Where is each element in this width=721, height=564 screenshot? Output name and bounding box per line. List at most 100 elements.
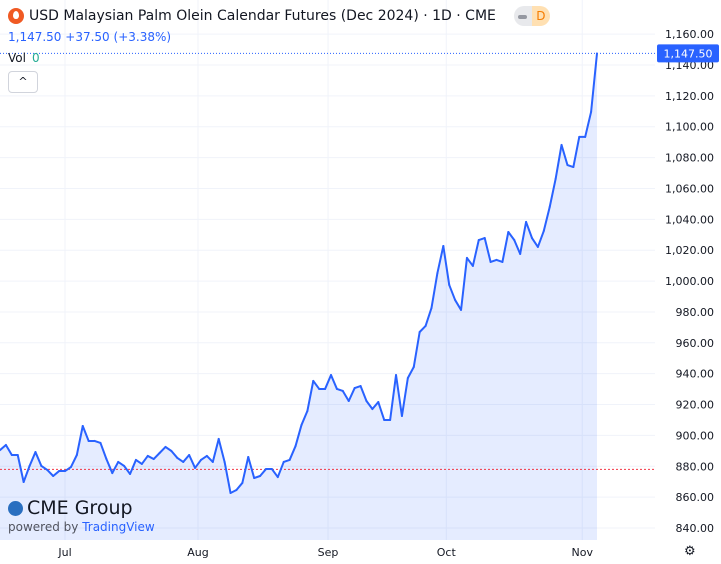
series-segment — [4, 443, 13, 457]
series-segment — [530, 237, 539, 248]
volume-label: Vol — [8, 51, 26, 65]
series-segment — [477, 237, 486, 242]
series-segment — [395, 374, 403, 417]
series-segment — [229, 489, 238, 494]
change: +37.50 — [65, 30, 110, 44]
series-segment — [519, 220, 528, 255]
y-tick-label: 1,000.00 — [665, 275, 714, 288]
series-segment — [548, 177, 557, 208]
chart-legend-title: USD Malaysian Palm Olein Calendar Future… — [8, 6, 550, 26]
series-segment — [513, 239, 522, 255]
series-segment — [176, 456, 185, 463]
series-segment — [454, 299, 463, 311]
y-tick-label: 840.00 — [676, 522, 715, 535]
y-tick-label: 920.00 — [676, 399, 715, 412]
series-segment — [501, 230, 510, 263]
series-segment — [170, 449, 179, 459]
toggle-icon — [513, 6, 532, 26]
y-tick-label: 860.00 — [676, 491, 715, 504]
series-segment — [140, 454, 149, 465]
series-segment — [448, 283, 457, 302]
series-segment — [194, 458, 202, 469]
series-segment — [235, 481, 244, 492]
series-segment — [253, 474, 262, 479]
series-segment — [146, 454, 155, 461]
series-segment — [34, 451, 43, 467]
series-segment — [542, 205, 551, 232]
series-segment — [28, 451, 37, 467]
series-segment — [489, 258, 498, 263]
series-segment — [81, 424, 90, 442]
series-segment — [389, 374, 398, 421]
series-segment — [584, 110, 593, 138]
change-percent: (+3.38%) — [113, 30, 172, 44]
area-fill — [0, 53, 597, 541]
series-segment — [188, 454, 197, 469]
series-segment — [205, 454, 214, 463]
series-segment — [365, 399, 374, 411]
series-segment — [525, 220, 533, 240]
series-segment — [465, 256, 474, 267]
collapse-legend-button[interactable]: ^ — [8, 71, 38, 93]
series-segment — [93, 439, 102, 444]
series-segment — [152, 451, 161, 461]
y-tick-label: 960.00 — [676, 337, 715, 350]
x-tick-label: Oct — [437, 546, 457, 559]
series-segment — [324, 374, 333, 390]
cme-group-logo[interactable]: CME Group — [8, 497, 133, 519]
powered-by[interactable]: powered by TradingView — [8, 520, 155, 534]
series-segment — [270, 468, 279, 479]
globe-icon — [8, 500, 23, 516]
y-tick-label: 940.00 — [676, 368, 715, 381]
series-segment — [353, 385, 362, 390]
series-segment — [412, 331, 421, 369]
series-segment — [371, 401, 380, 411]
tradingview-link[interactable]: TradingView — [82, 520, 155, 534]
y-tick-label: 1,040.00 — [665, 213, 714, 226]
series-segment — [217, 437, 226, 463]
series-segment — [341, 389, 350, 402]
series-segment — [495, 258, 504, 263]
series-segment — [211, 437, 220, 463]
series-segment — [111, 460, 120, 475]
series-segment — [75, 424, 84, 457]
series-segment — [223, 460, 232, 494]
y-tick-label: 880.00 — [676, 460, 715, 473]
series-segment — [483, 237, 492, 263]
series-segment — [430, 272, 439, 309]
volume-value: 0 — [31, 51, 40, 65]
series-segment — [554, 143, 563, 180]
series-segment — [199, 454, 208, 461]
series-segment — [335, 387, 344, 392]
x-tick-label: Sep — [318, 546, 339, 559]
series-segment — [442, 245, 451, 286]
series-segment — [259, 468, 267, 477]
settings-icon[interactable]: ⚙ — [684, 544, 696, 559]
series-segment — [117, 460, 126, 467]
symbol-title[interactable]: USD Malaysian Palm Olein Calendar Future… — [29, 8, 496, 24]
series-segment — [99, 441, 108, 461]
y-tick-label: 1,060.00 — [665, 182, 714, 195]
market-status-badge[interactable]: D — [513, 6, 550, 26]
series-segment — [359, 385, 368, 402]
volume-legend: Vol 0 — [8, 51, 40, 65]
series-segment — [572, 135, 581, 169]
series-segment — [46, 468, 55, 477]
series-segment — [105, 458, 114, 475]
series-segment — [52, 470, 61, 477]
series-segment — [288, 445, 297, 461]
series-segment — [276, 460, 285, 479]
series-segment — [282, 458, 291, 463]
y-tick-label: 980.00 — [676, 306, 715, 319]
logo-text: CME Group — [27, 497, 133, 519]
series-segment — [182, 454, 191, 463]
x-tick-label: Nov — [571, 546, 593, 559]
powered-by-text: powered by — [8, 520, 79, 534]
series-segment — [294, 424, 303, 448]
last-price-label: 1,147.50 — [664, 47, 713, 60]
series-segment — [40, 464, 49, 471]
y-tick-label: 1,080.00 — [665, 152, 714, 165]
series-segment — [471, 239, 480, 267]
series-segment — [460, 256, 468, 311]
